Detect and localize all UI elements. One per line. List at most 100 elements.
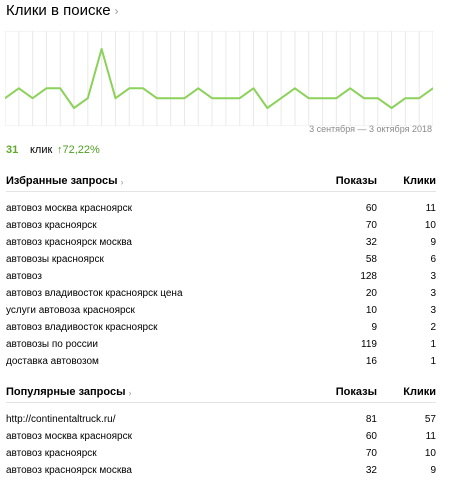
shows-value: 10 — [365, 305, 377, 316]
data-point — [156, 97, 158, 99]
table-row: автовоз красноярск москва 32 9 — [6, 236, 436, 253]
chevron-right-icon: › — [128, 387, 132, 398]
shows-value: 119 — [361, 339, 377, 350]
favorites-section: Избранные запросы › Показы Клики автовоз… — [6, 173, 436, 372]
series-line — [5, 48, 433, 109]
data-point — [294, 87, 296, 90]
clicks-value: 1 — [430, 339, 436, 350]
table-row: автовозы красноярск 58 6 — [6, 253, 436, 270]
shows-value: 70 — [365, 448, 377, 459]
query-text[interactable]: автовозы красноярск — [6, 254, 104, 265]
shows-value: 16 — [365, 356, 377, 367]
clicks-value: 6 — [430, 254, 436, 265]
shows-value: 60 — [365, 431, 377, 442]
page-title: Клики в поиске — [6, 1, 111, 19]
query-text[interactable]: автовозы по россии — [6, 339, 98, 350]
data-point — [432, 87, 433, 90]
clicks-value: 3 — [430, 271, 436, 282]
clicks-in-search-title[interactable]: Клики в поиске › — [6, 1, 119, 19]
clicks-line-chart — [5, 31, 433, 126]
query-text[interactable]: автовоз красноярск — [6, 448, 97, 459]
table-row: автовоз красноярск 70 10 — [6, 219, 436, 236]
data-point — [418, 97, 421, 99]
data-point — [73, 107, 75, 109]
shows-value: 32 — [365, 237, 377, 248]
favorites-list: автовоз москва красноярск 60 11 автовоз кра… — [6, 202, 436, 372]
data-point — [377, 97, 379, 99]
favorites-title: Избранные запросы — [6, 175, 118, 187]
query-text[interactable]: автовоз владивосток красноярск цена — [6, 288, 183, 299]
column-clicks: Клики — [403, 175, 436, 187]
shows-value: 81 — [365, 414, 377, 425]
data-point — [142, 87, 144, 90]
data-point — [197, 87, 200, 90]
data-point — [31, 97, 34, 99]
clicks-value: 9 — [430, 465, 436, 476]
data-point — [335, 97, 338, 99]
data-point — [390, 107, 393, 109]
table-row: автовозы по россии 119 1 — [6, 338, 436, 355]
table-row: доставка автовозом 16 1 — [6, 355, 436, 372]
clicks-total: 31 — [6, 144, 19, 156]
table-row: автовоз владивосток красноярск цена 20 3 — [6, 287, 436, 304]
chart-date-range: 3 сентября — 3 октября 2018 — [309, 124, 432, 134]
clicks-value: 57 — [424, 414, 436, 425]
table-row: услуги автовоза красноярск 10 3 — [6, 304, 436, 321]
chevron-right-icon: › — [120, 176, 124, 187]
column-shows: Показы — [335, 386, 377, 398]
clicks-value: 1 — [430, 356, 436, 367]
popular-header: Популярные запросы › Показы Клики — [6, 384, 436, 403]
data-point — [18, 87, 20, 90]
data-point — [128, 87, 131, 90]
data-point — [183, 97, 186, 99]
popular-title-link[interactable]: Популярные запросы › — [6, 386, 131, 398]
data-point — [363, 97, 365, 99]
table-row: автовоз москва красноярск 60 11 — [6, 430, 436, 447]
clicks-unit: клик — [30, 144, 53, 156]
query-text[interactable]: автовоз москва красноярск — [6, 431, 132, 442]
chart-frame — [5, 31, 433, 126]
shows-value: 20 — [365, 288, 377, 299]
data-point — [59, 87, 61, 90]
data-point — [321, 97, 324, 99]
data-point — [169, 97, 172, 99]
shows-value: 128 — [360, 271, 377, 282]
data-point — [307, 97, 310, 99]
shows-value: 9 — [371, 322, 377, 333]
data-point — [225, 97, 227, 99]
query-text[interactable]: автовоз владивосток красноярск — [6, 322, 158, 333]
popular-list: http://continentaltruck.ru/81 57 автовоз м… — [6, 413, 436, 481]
shows-value: 32 — [365, 465, 377, 476]
query-text[interactable]: услуги автовоза красноярск — [6, 305, 135, 316]
table-row: автовоз красноярск 70 10 — [6, 447, 436, 464]
favorites-title-link[interactable]: Избранные запросы › — [6, 175, 123, 187]
favorites-header: Избранные запросы › Показы Клики — [6, 173, 436, 192]
clicks-value: 10 — [424, 448, 436, 459]
query-text[interactable]: автовоз красноярск москва — [6, 465, 132, 476]
data-point — [280, 97, 282, 99]
table-row: автовоз владивосток красноярск 9 2 — [6, 321, 436, 338]
query-text[interactable]: доставка автовозом — [6, 356, 99, 367]
data-point — [5, 97, 6, 99]
clicks-value: 10 — [424, 220, 436, 231]
clicks-value: 9 — [430, 237, 436, 248]
table-row: автовоз 128 3 — [6, 270, 436, 287]
clicks-value: 11 — [425, 203, 436, 214]
clicks-delta: ↑72,22% — [57, 144, 100, 156]
shows-value: 70 — [365, 220, 377, 231]
table-row: автовоз москва красноярск 60 11 — [6, 202, 436, 219]
popular-title: Популярные запросы — [6, 386, 126, 398]
query-text[interactable]: автовоз красноярск — [6, 220, 97, 231]
data-point — [211, 97, 213, 99]
query-text[interactable]: автовоз москва красноярск — [6, 203, 132, 214]
query-text[interactable]: автовоз — [6, 271, 42, 282]
popular-section: Популярные запросы › Показы Клики http:/… — [6, 384, 436, 481]
clicks-value: 3 — [430, 305, 436, 316]
data-point — [252, 87, 255, 90]
query-text[interactable]: http://continentaltruck.ru/ — [6, 414, 116, 425]
shows-value: 60 — [365, 203, 377, 214]
query-text[interactable]: автовоз красноярск москва — [6, 237, 132, 248]
data-point — [114, 97, 117, 99]
data-point — [87, 97, 89, 99]
table-row: автовоз красноярск москва 32 9 — [6, 464, 436, 481]
